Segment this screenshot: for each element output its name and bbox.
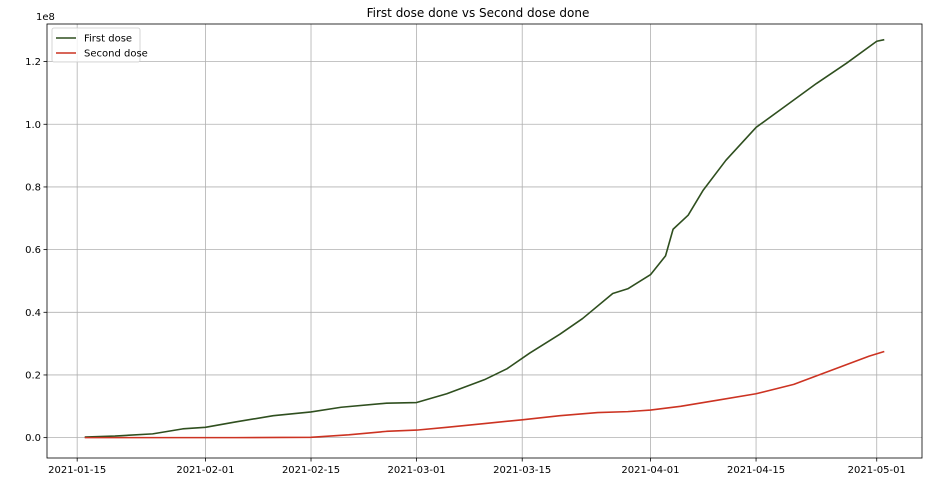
second-dose-line (84, 350, 885, 439)
plot-area-frame (46, 23, 923, 459)
x-tick-label: 2021-02-01 (176, 465, 234, 476)
legend-label-first-dose: First dose (84, 34, 132, 45)
legend: First dose Second dose (51, 27, 148, 63)
grid (47, 24, 922, 458)
first-dose-line (84, 38, 885, 438)
x-tick-label: 2021-04-15 (727, 465, 785, 476)
y-tick-label: 0.4 (25, 308, 41, 319)
y-tick-label: 0.0 (25, 433, 41, 444)
y-offset-label: 1e8 (36, 12, 55, 23)
x-tick-label: 2021-03-01 (388, 465, 446, 476)
axis-ticks: 2021-01-15 2021-02-01 2021-02-15 2021-03-01… (25, 57, 906, 476)
x-tick-label: 2021-04-01 (621, 465, 679, 476)
y-tick-label: 1.2 (25, 57, 41, 68)
legend-label-second-dose: Second dose (84, 49, 148, 60)
x-tick-label: 2021-02-15 (282, 465, 340, 476)
y-tick-label: 0.6 (25, 245, 41, 256)
series-lines (84, 38, 885, 439)
y-tick-label: 1.0 (25, 120, 41, 131)
y-tick-label: 0.8 (25, 182, 41, 193)
x-tick-label: 2021-03-15 (493, 465, 551, 476)
x-tick-label: 2021-01-15 (48, 465, 106, 476)
y-tick-label: 0.2 (25, 370, 41, 381)
chart-title: First dose done vs Second dose done (367, 6, 590, 20)
x-tick-label: 2021-05-01 (848, 465, 906, 476)
